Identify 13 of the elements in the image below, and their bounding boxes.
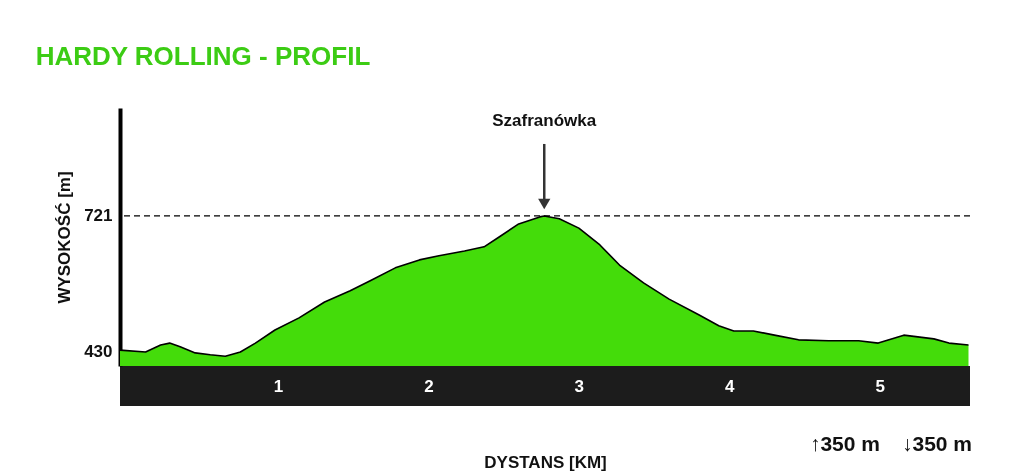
annotation: Szafranówka [492, 110, 597, 130]
text: ↓350 m [901, 432, 972, 456]
chart-title: HARDY ROLLING - PROFIL [35, 41, 371, 71]
x-tick-label: 5 [875, 376, 885, 396]
x-tick-label: 2 [424, 376, 434, 396]
text: ↑350 m [809, 432, 880, 456]
y-tick-label: 430 [84, 342, 113, 362]
y-tick-label: 721 [84, 206, 113, 226]
x-tick-label: 3 [574, 376, 585, 396]
y-axis-title: WYSOKOŚĆ [m] [55, 171, 75, 304]
x-axis-title: DYSTANS [KM] [484, 452, 607, 471]
x-tick-label: 4 [725, 376, 736, 396]
x-tick-label: 1 [273, 376, 284, 396]
